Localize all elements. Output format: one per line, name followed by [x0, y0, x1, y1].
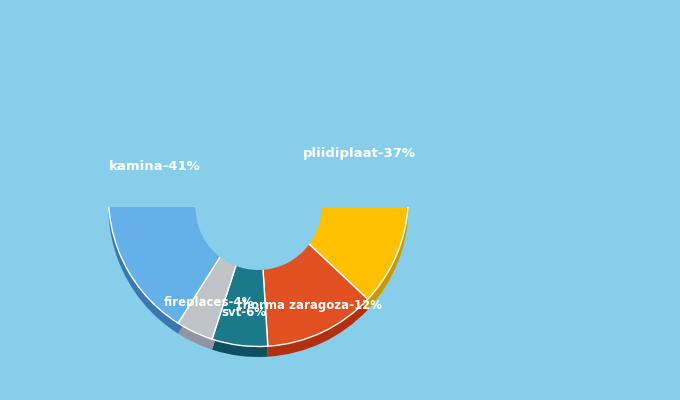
Bar: [93, 32, 424, 207]
Text: thorma zaragoza-12%: thorma zaragoza-12%: [237, 298, 382, 312]
Wedge shape: [212, 256, 268, 346]
Wedge shape: [108, 57, 258, 334]
Wedge shape: [178, 260, 239, 350]
Text: fireplaces-4%: fireplaces-4%: [163, 296, 254, 309]
Wedge shape: [212, 267, 268, 357]
Text: kamina-41%: kamina-41%: [109, 160, 201, 173]
Wedge shape: [178, 250, 239, 339]
Wedge shape: [262, 250, 368, 357]
Wedge shape: [108, 46, 258, 323]
Wedge shape: [262, 240, 368, 346]
Text: svt-6%: svt-6%: [221, 306, 267, 319]
Circle shape: [195, 144, 322, 270]
Text: pliidiplaat-37%: pliidiplaat-37%: [303, 146, 415, 160]
Wedge shape: [258, 57, 409, 310]
Wedge shape: [258, 46, 409, 299]
